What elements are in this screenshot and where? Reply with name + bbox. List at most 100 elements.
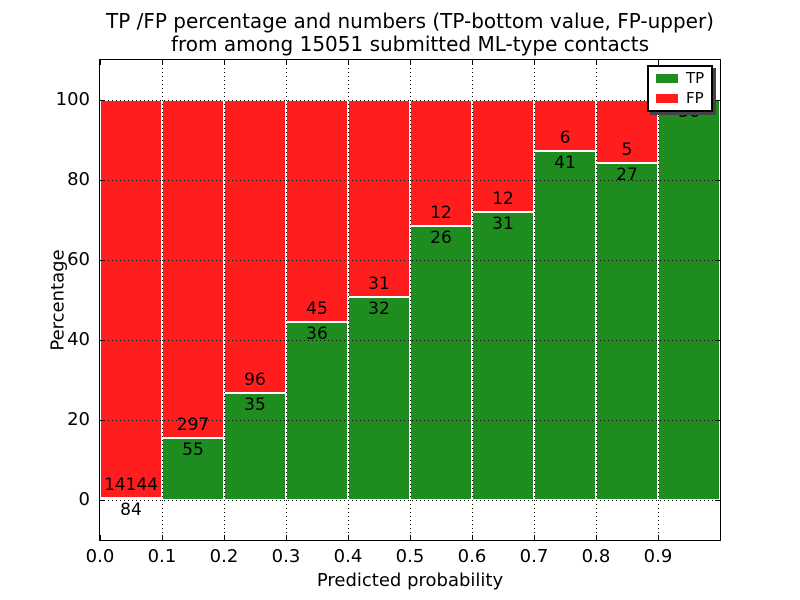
bar-count-label-tp: 84 [120, 499, 142, 520]
x-tick-mark-top [348, 60, 349, 65]
bar-segment-tp [410, 226, 472, 500]
x-tick-label: 0.7 [519, 546, 549, 567]
v-gridline [410, 60, 411, 540]
x-tick-mark-bottom [472, 535, 473, 540]
legend-item-tp: TP [656, 71, 704, 86]
bar-count-label-fp: 14144 [103, 474, 159, 495]
y-tick-label: 100 [55, 89, 90, 110]
y-tick-mark-right [715, 100, 720, 101]
x-tick-label: 0.2 [209, 546, 239, 567]
bar-segment-fp [472, 100, 534, 212]
bar-count-label-fp: 6 [559, 128, 571, 149]
legend-label-tp: TP [686, 69, 705, 87]
bar-count-label-fp: 297 [176, 414, 210, 435]
x-tick-mark-bottom [100, 535, 101, 540]
y-tick-label: 40 [67, 329, 90, 350]
y-tick-mark-left [100, 420, 105, 421]
bar-segment-fp [348, 100, 410, 297]
bar-count-label-fp: 45 [306, 299, 328, 320]
bar-segment-tp [162, 437, 224, 500]
fp-color-swatch [656, 94, 678, 103]
bar-count-label-fp: 5 [621, 139, 633, 160]
x-tick-label: 0.4 [333, 546, 363, 567]
x-tick-mark-top [286, 60, 287, 65]
x-tick-mark-bottom [286, 535, 287, 540]
chart-title: TP /FP percentage and numbers (TP-bottom… [100, 10, 720, 56]
bar-count-label-tp: 55 [182, 439, 204, 460]
y-tick-label: 20 [67, 409, 90, 430]
y-tick-mark-left [100, 340, 105, 341]
bar-count-label-tp: 41 [554, 153, 576, 174]
x-tick-label: 0.8 [581, 546, 611, 567]
x-tick-mark-top [410, 60, 411, 65]
legend-item-fp: FP [656, 91, 704, 106]
x-tick-mark-bottom [224, 535, 225, 540]
legend-label-fp: FP [686, 89, 704, 107]
chart-title-line1: TP /FP percentage and numbers (TP-bottom… [106, 9, 714, 33]
x-tick-label: 0.3 [271, 546, 301, 567]
x-tick-mark-top [472, 60, 473, 65]
y-tick-mark-right [715, 340, 720, 341]
x-tick-label: 0.9 [643, 546, 673, 567]
bar-count-label-fp: 12 [430, 203, 452, 224]
bar-count-label-tp: 27 [616, 164, 638, 185]
v-gridline [286, 60, 287, 540]
bar-segment-fp [100, 100, 162, 498]
bar-segment-tp [658, 100, 720, 500]
y-tick-mark-left [100, 180, 105, 181]
bar-segment-fp [286, 100, 348, 323]
x-tick-mark-bottom [658, 535, 659, 540]
x-tick-mark-bottom [596, 535, 597, 540]
x-tick-mark-bottom [410, 535, 411, 540]
bar-count-label-tp: 35 [244, 395, 266, 416]
bar-count-label-fp: 96 [244, 370, 266, 391]
bar-segment-tp [286, 322, 348, 500]
chart-title-line2: from among 15051 submitted ML-type conta… [170, 32, 650, 56]
bar-segment-tp [534, 151, 596, 500]
v-gridline [224, 60, 225, 540]
v-gridline [534, 60, 535, 540]
v-gridline [596, 60, 597, 540]
plot-area: 14144 84 297 55 96 35 45 36 31 32 12 26 12 31 6 41 5 27 36 [99, 59, 721, 541]
x-tick-mark-top [658, 60, 659, 65]
x-tick-mark-top [224, 60, 225, 65]
bar-count-label-tp: 36 [306, 324, 328, 345]
y-tick-label: 60 [67, 249, 90, 270]
x-tick-label: 0.1 [147, 546, 177, 567]
x-tick-mark-bottom [162, 535, 163, 540]
bar-count-label-fp: 12 [492, 188, 514, 209]
y-tick-mark-right [715, 180, 720, 181]
bar-segment-tp [472, 211, 534, 500]
x-tick-mark-top [596, 60, 597, 65]
y-tick-mark-right [715, 500, 720, 501]
y-tick-mark-left [100, 260, 105, 261]
y-tick-mark-right [715, 260, 720, 261]
bar-segment-fp [162, 100, 224, 438]
x-tick-mark-top [162, 60, 163, 65]
y-tick-mark-left [100, 100, 105, 101]
x-tick-label: 0.5 [395, 546, 425, 567]
y-tick-mark-right [715, 420, 720, 421]
x-tick-mark-bottom [534, 535, 535, 540]
v-gridline [348, 60, 349, 540]
v-gridline [472, 60, 473, 540]
y-tick-label: 80 [67, 169, 90, 190]
bar-segment-tp [348, 296, 410, 500]
x-tick-mark-top [100, 60, 101, 65]
bar-count-label-fp: 31 [368, 273, 390, 294]
x-tick-mark-bottom [348, 535, 349, 540]
legend: TP FP [647, 65, 714, 112]
y-tick-mark-left [100, 500, 105, 501]
y-tick-label: 0 [78, 489, 90, 510]
x-tick-label: 0.0 [85, 546, 115, 567]
x-tick-label: 0.6 [457, 546, 487, 567]
tp-color-swatch [656, 74, 678, 83]
x-axis-label: Predicted probability [316, 570, 504, 591]
bar-count-label-tp: 26 [430, 228, 452, 249]
v-gridline [162, 60, 163, 540]
v-gridline [658, 60, 659, 540]
bar-segment-tp [100, 497, 162, 500]
bar-count-label-tp: 32 [368, 298, 390, 319]
bar-segment-fp [224, 100, 286, 394]
